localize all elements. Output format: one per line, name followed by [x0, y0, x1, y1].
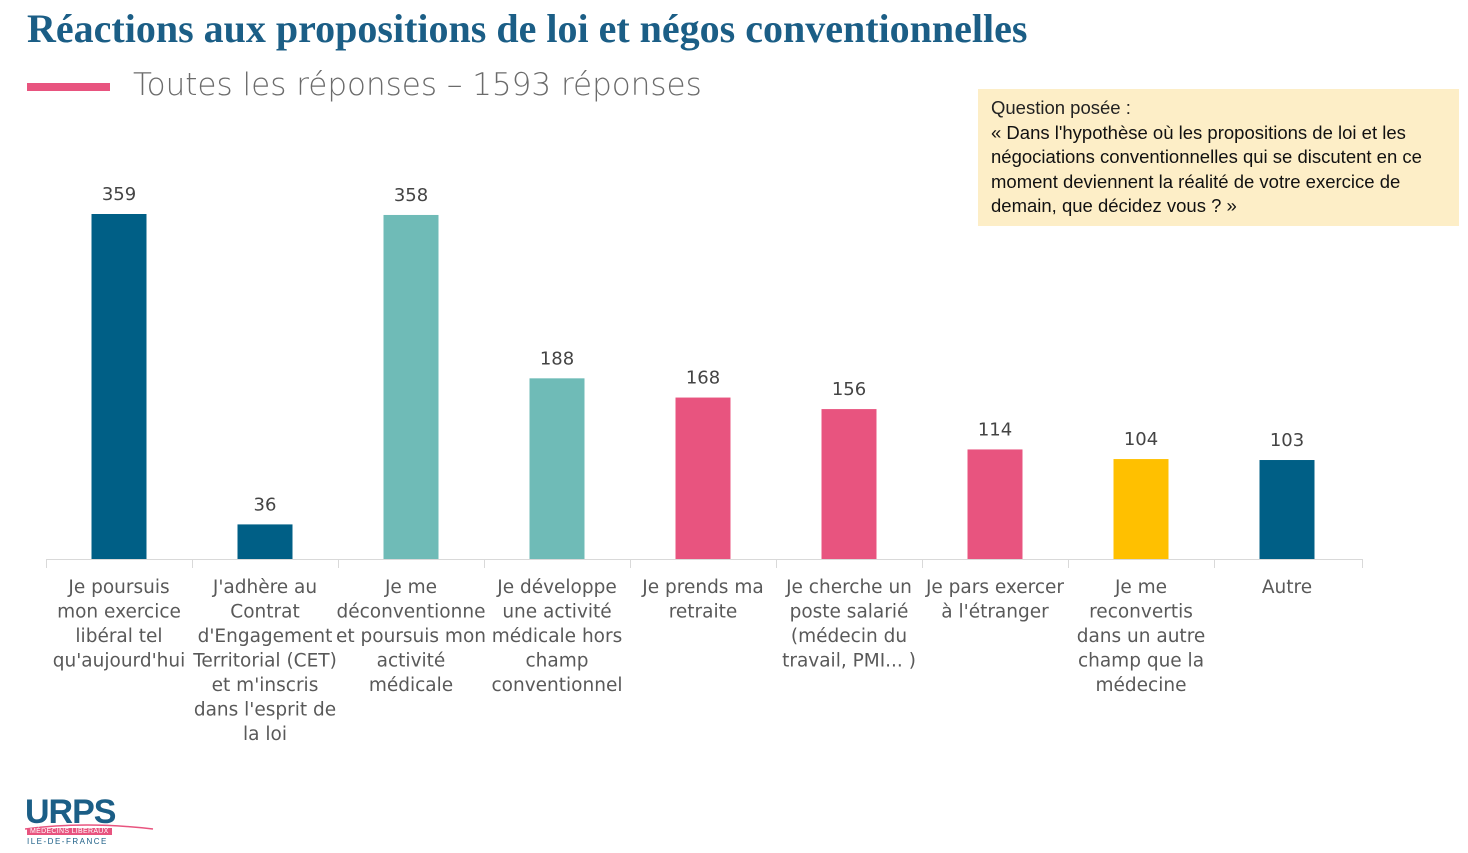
- bar-8: [1113, 459, 1169, 559]
- category-label-line: Autre: [1262, 577, 1312, 598]
- bar-6: [821, 409, 877, 559]
- logo-line2: ILE-DE-FRANCE: [27, 837, 108, 846]
- category-label-line: et poursuis mon: [336, 626, 486, 647]
- category-label-line: libéral tel: [75, 626, 162, 647]
- category-label-7: Je pars exercer à l'étranger: [925, 577, 1064, 623]
- data-label-4: 188: [540, 348, 574, 369]
- category-label-line: Je cherche un: [785, 577, 912, 598]
- bar-4: [529, 378, 585, 559]
- category-label-line: Je prends ma: [641, 577, 763, 598]
- category-label-8: Je me reconvertis dans un autre champ que l…: [1077, 577, 1206, 696]
- category-label-line: Je poursuis: [67, 577, 169, 598]
- logo-main-text: URPS: [25, 793, 116, 831]
- category-label-6: Je cherche un poste salarié (médecin du tra…: [782, 577, 916, 672]
- category-label-9: Autre: [1262, 577, 1312, 598]
- category-label-line: dans l'esprit de: [194, 700, 336, 721]
- bar-7: [967, 449, 1023, 559]
- category-label-line: (médecin du: [791, 626, 907, 647]
- category-label-5: Je prends ma retraite: [641, 577, 763, 623]
- data-label-5: 168: [686, 368, 720, 389]
- category-label-line: Contrat: [230, 602, 299, 623]
- category-label-line: conventionnel: [492, 675, 623, 696]
- category-label-line: médicale: [369, 675, 453, 696]
- category-label-2: J'adhère au Contrat d'Engagement Territoria…: [192, 577, 337, 745]
- bar-chart: 359 Je poursuis mon exercice libéral tel qu'…: [46, 184, 1363, 745]
- category-label-4: Je développe une activité médicale hors cha…: [492, 577, 623, 696]
- category-label-line: Je me: [384, 577, 437, 598]
- bar-9: [1259, 460, 1315, 559]
- legend-label: Toutes les réponses – 1593 réponses: [133, 67, 702, 103]
- data-label-1: 359: [102, 184, 136, 205]
- data-label-9: 103: [1270, 430, 1304, 451]
- category-label-line: dans un autre: [1077, 626, 1206, 647]
- category-label-3: Je me déconventionne et poursuis mon activi…: [336, 577, 486, 696]
- category-label-line: travail, PMI... ): [782, 651, 916, 672]
- category-label-line: activité: [377, 651, 446, 672]
- category-label-1: Je poursuis mon exercice libéral tel qu'auj…: [53, 577, 186, 672]
- question-text: « Dans l'hypothèse où les propositions d…: [991, 121, 1422, 217]
- category-label-line: Je développe: [496, 577, 617, 598]
- category-label-line: poste salarié: [790, 602, 909, 623]
- data-label-8: 104: [1124, 429, 1158, 450]
- data-label-2: 36: [254, 494, 277, 515]
- category-label-line: reconvertis: [1089, 602, 1193, 623]
- category-label-line: à l'étranger: [941, 602, 1049, 623]
- category-label-line: qu'aujourd'hui: [53, 651, 186, 672]
- category-label-line: mon exercice: [57, 602, 181, 623]
- category-label-line: champ: [526, 651, 589, 672]
- category-label-line: Je me: [1114, 577, 1167, 598]
- bar-1: [91, 214, 147, 559]
- data-label-6: 156: [832, 379, 866, 400]
- chart-title: Réactions aux propositions de loi et nég…: [27, 6, 1028, 51]
- category-label-line: champ que la: [1078, 651, 1204, 672]
- question-heading: Question posée :: [991, 97, 1131, 118]
- logo-line1: MÉDECINS LIBÉRAUX: [27, 828, 112, 835]
- category-label-line: médicale hors: [492, 626, 623, 647]
- category-label-line: une activité: [502, 602, 611, 623]
- urps-logo: URPS MÉDECINS LIBÉRAUX ILE-DE-FRANCE: [25, 795, 155, 850]
- bar-2: [237, 524, 293, 559]
- category-label-line: et m'inscris: [212, 675, 319, 696]
- bar-5: [675, 397, 731, 559]
- category-label-line: la loi: [243, 724, 287, 745]
- category-label-line: J'adhère au: [212, 577, 317, 598]
- category-label-line: médecine: [1096, 675, 1187, 696]
- category-label-line: retraite: [669, 602, 738, 623]
- category-label-line: déconventionne: [337, 602, 486, 623]
- logo-swoosh: [25, 824, 154, 830]
- question-box: Question posée : « Dans l'hypothèse où l…: [978, 89, 1459, 226]
- category-label-line: d'Engagement: [198, 626, 333, 647]
- legend-swatch: [27, 83, 110, 91]
- bar-3: [383, 214, 439, 559]
- category-label-line: Je pars exercer: [925, 577, 1064, 598]
- category-label-line: Territorial (CET): [192, 651, 337, 672]
- data-label-3: 358: [394, 185, 428, 206]
- data-label-7: 114: [978, 419, 1012, 440]
